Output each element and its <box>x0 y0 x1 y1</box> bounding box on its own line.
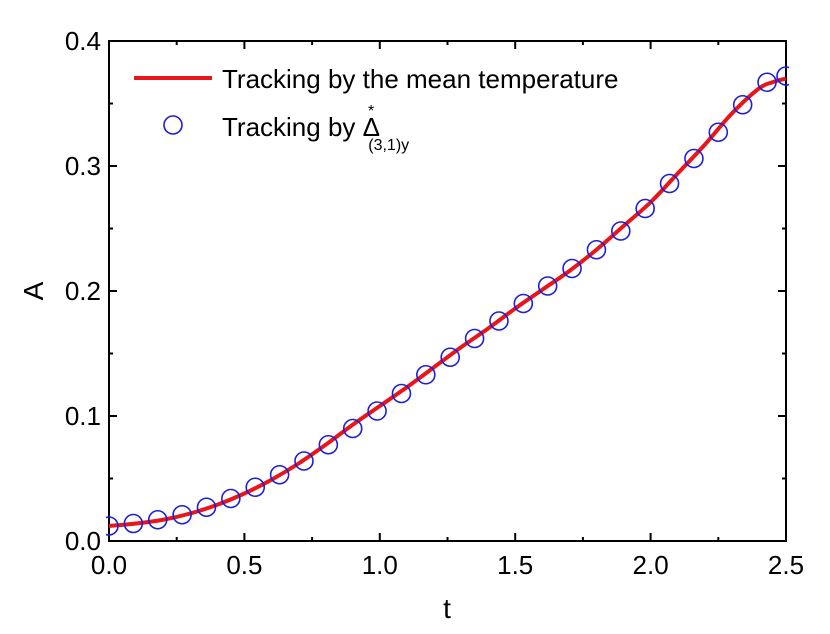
data-point-circle <box>221 488 241 509</box>
data-point-circle <box>440 347 461 368</box>
data-point-circle <box>123 513 144 534</box>
data-point-circle <box>684 148 704 169</box>
data-point-circle <box>513 293 534 314</box>
tick-labels: 0.0 0.5 1.0 1.5 2.0 2.5 0.0 0.1 0.2 0.3 0.4 <box>65 26 804 580</box>
data-point-circle <box>708 122 729 143</box>
legend-label-delta: Tracking by Δ* (3,1)y <box>222 103 409 154</box>
series-line-mean-temperature <box>108 76 787 528</box>
data-point-circle <box>659 173 680 194</box>
x-tick-label: 1.0 <box>362 550 398 580</box>
data-point-circle <box>757 72 777 93</box>
data-point-circle <box>489 311 509 331</box>
data-point-circle <box>537 276 558 296</box>
data-point-circle <box>562 258 582 279</box>
y-tick-label: 0.1 <box>65 401 101 431</box>
y-tick-label: 0.3 <box>65 151 101 181</box>
data-point-circle <box>776 66 789 86</box>
x-tick-label: 0.5 <box>226 550 262 580</box>
y-tick-label: 0.2 <box>65 276 101 306</box>
data-point-circle <box>147 509 168 530</box>
series-layer <box>106 66 789 536</box>
x-tick-label: 0.0 <box>91 550 127 580</box>
legend-label-delta-sub: (3,1)y <box>368 137 409 154</box>
x-tick-label: 2.5 <box>768 550 804 580</box>
data-point-circle <box>586 239 607 260</box>
y-axis-label: A <box>18 281 49 300</box>
data-point-circle <box>294 451 314 471</box>
legend-label-delta-sup: * <box>368 103 374 120</box>
axis-labels: t A <box>18 281 451 624</box>
data-point-circle <box>416 364 436 385</box>
data-point-circle <box>106 516 119 536</box>
x-tick-label: 1.5 <box>497 550 533 580</box>
data-point-circle <box>342 418 363 439</box>
data-point-circle <box>391 383 412 404</box>
data-point-circle <box>611 221 631 241</box>
data-point-circle <box>269 464 290 485</box>
axis-ticks <box>108 40 787 542</box>
plot-frame <box>108 40 787 542</box>
data-point-circle <box>245 477 266 498</box>
legend-circle-swatch <box>163 115 183 135</box>
data-point-circle <box>172 504 192 525</box>
legend: Tracking by the mean temperature Trackin… <box>134 64 618 154</box>
data-point-circle <box>318 434 339 455</box>
legend-label-mean-temperature: Tracking by the mean temperature <box>222 64 618 94</box>
legend-label-delta-main: Tracking by Δ <box>222 112 380 142</box>
data-point-circle <box>635 198 655 219</box>
data-point-circle <box>464 328 485 349</box>
y-tick-label: 0.0 <box>65 526 101 556</box>
x-axis-label: t <box>443 593 451 624</box>
x-tick-label: 2.0 <box>633 550 669 580</box>
y-tick-label: 0.4 <box>65 26 101 56</box>
data-point-circle <box>196 497 217 518</box>
data-point-circle <box>732 94 753 115</box>
data-point-circle <box>367 401 387 421</box>
